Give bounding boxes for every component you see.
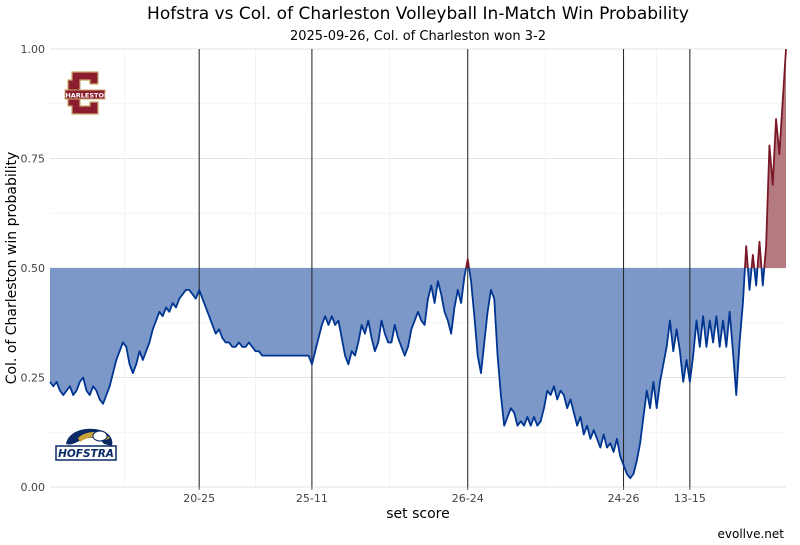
hofstra-line (760, 267, 766, 287)
chart-title: Hofstra vs Col. of Charleston Volleyball… (147, 4, 689, 24)
hofstra-line (468, 267, 746, 480)
source-caption: evollve.net (718, 527, 785, 541)
hofstra-line (49, 267, 467, 405)
set-end-lines (198, 49, 691, 487)
hofstra-area (50, 268, 467, 404)
x-tick-label: 13-15 (674, 492, 706, 505)
charleston-line (750, 253, 756, 269)
hofstra-logo-icon: HOFSTRA (55, 428, 117, 461)
charleston-logo-text: CHARLESTON (61, 92, 110, 100)
hofstra-line (753, 267, 759, 287)
x-axis-label: set score (386, 506, 449, 522)
y-tick-labels: 0.00 0.25 0.50 0.75 1.00 (21, 43, 46, 494)
series-lines (49, 48, 787, 480)
y-tick-label: 0.00 (21, 481, 46, 494)
charleston-area (764, 49, 786, 268)
charleston-line (756, 240, 763, 269)
hofstra-area (469, 268, 745, 479)
x-tick-label: 26-24 (452, 492, 484, 505)
charleston-logo-icon: CHARLESTON (61, 71, 110, 115)
y-tick-label: 0.25 (21, 372, 46, 385)
x-tick-label: 24-26 (608, 492, 640, 505)
x-tick-label: 20-25 (183, 492, 215, 505)
y-tick-label: 0.75 (21, 153, 46, 166)
y-axis-label: Col. of Charleston win probability (4, 152, 20, 385)
charleston-line (465, 258, 470, 269)
hofstra-logo-text: HOFSTRA (58, 448, 114, 460)
y-tick-label: 1.00 (21, 43, 46, 56)
charleston-line (744, 245, 749, 269)
y-tick-label: 0.50 (21, 262, 46, 275)
charleston-line (763, 48, 787, 269)
x-tick-labels: 20-25 25-11 26-24 24-26 13-15 (183, 487, 706, 505)
chart-subtitle: 2025-09-26, Col. of Charleston won 3-2 (290, 29, 546, 44)
hofstra-line (746, 267, 753, 291)
x-tick-label: 25-11 (296, 492, 328, 505)
